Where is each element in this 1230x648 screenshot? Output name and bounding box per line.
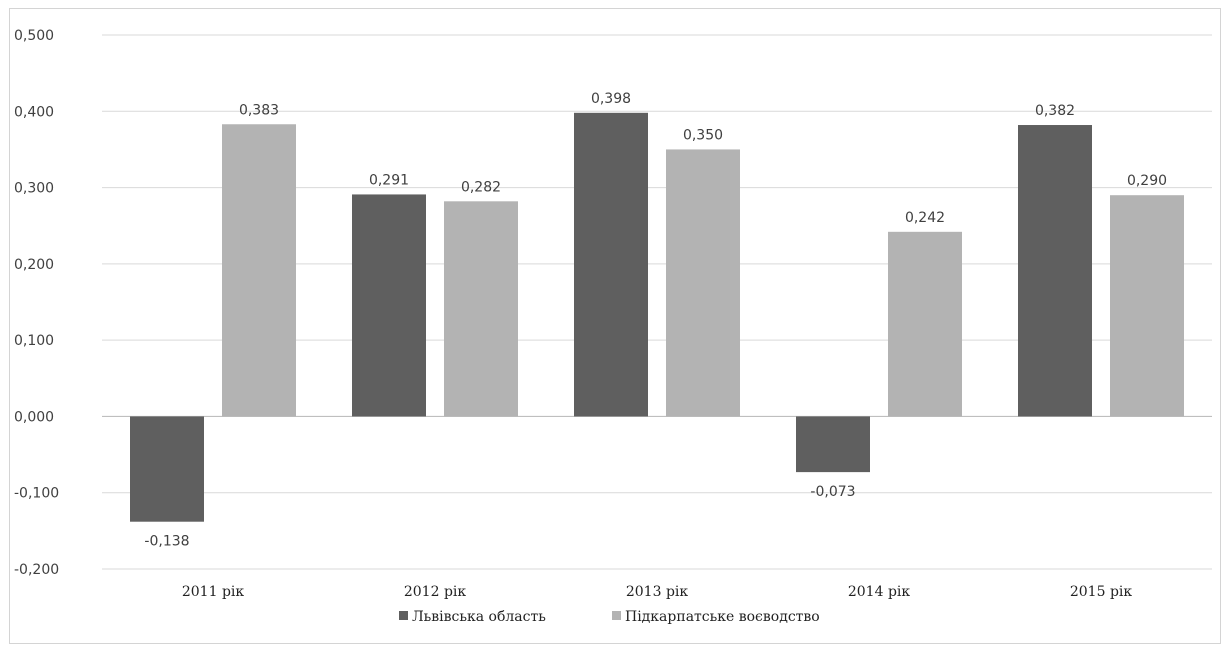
legend-label: Львівська область — [412, 609, 546, 625]
x-tick-label: 2014 рік — [848, 584, 911, 600]
bar — [888, 231, 962, 417]
data-label: 0,291 — [369, 172, 409, 188]
legend: Львівська область Підкарпатське воєводств… — [399, 609, 820, 625]
legend-swatch — [399, 611, 408, 620]
data-label: 0,242 — [905, 210, 945, 226]
bar — [444, 201, 518, 417]
x-tick-label: 2015 рік — [1070, 584, 1133, 600]
y-axis: 0,500 0,400 0,300 0,200 0,100 0,000 -0,100 -0,2… — [14, 28, 59, 578]
data-label: 0,350 — [683, 127, 723, 143]
y-tick-label: 0,100 — [14, 333, 54, 349]
legend-swatch — [612, 611, 621, 620]
data-label: 0,382 — [1035, 103, 1075, 119]
x-axis: 2011 рік 2012 рік 2013 рік 2014 рік 2015 рік — [182, 584, 1133, 600]
x-tick-label: 2011 рік — [182, 584, 245, 600]
data-label: 0,398 — [591, 91, 631, 107]
bar — [352, 194, 426, 417]
y-tick-label: 0,200 — [14, 257, 54, 273]
y-tick-label: 0,000 — [14, 409, 54, 425]
data-label: 0,282 — [461, 179, 501, 195]
data-label: 0,290 — [1127, 173, 1167, 189]
bar — [574, 112, 648, 417]
bar — [666, 149, 740, 417]
y-tick-label: 0,300 — [14, 181, 54, 197]
x-tick-label: 2012 рік — [404, 584, 467, 600]
data-label: -0,073 — [810, 484, 855, 500]
y-tick-label: -0,100 — [14, 486, 59, 502]
data-label: -0,138 — [144, 534, 189, 550]
bar — [130, 416, 204, 522]
data-labels: -0,138 0,383 0,291 0,282 0,398 0,350 -0,073 0,2… — [144, 91, 1167, 550]
y-tick-label: -0,200 — [14, 562, 59, 578]
data-label: 0,383 — [239, 102, 279, 118]
y-tick-label: 0,500 — [14, 28, 54, 44]
y-tick-label: 0,400 — [14, 104, 54, 120]
bar — [222, 124, 296, 417]
legend-label: Підкарпатське воєводство — [625, 609, 820, 625]
x-tick-label: 2013 рік — [626, 584, 689, 600]
bars — [130, 112, 1184, 522]
bar — [1018, 125, 1092, 417]
bar — [1110, 195, 1184, 417]
bar — [796, 416, 870, 473]
